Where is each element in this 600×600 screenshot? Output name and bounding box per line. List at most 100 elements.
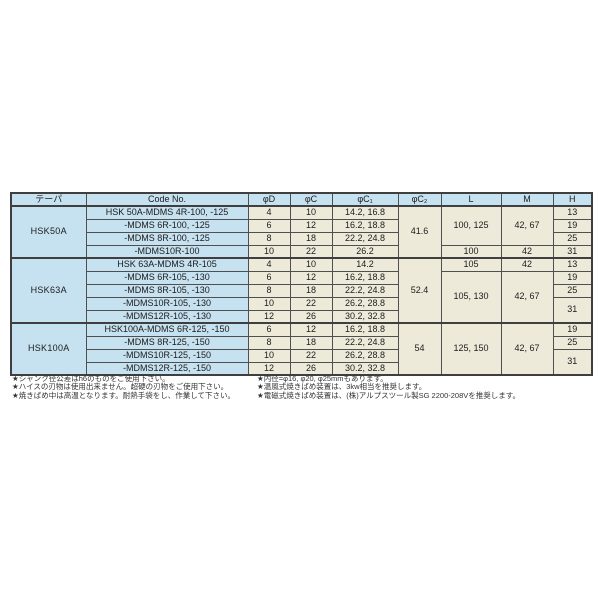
- phi-c-cell: 12: [289, 322, 333, 337]
- header-phi-c1: φC₁: [331, 192, 399, 207]
- phi-d-cell: 6: [247, 218, 291, 233]
- taper-label-hsk63a: HSK63A: [10, 257, 87, 324]
- phi-d-cell: 6: [247, 322, 291, 337]
- taper-label-hsk100a: HSK100A: [10, 322, 87, 376]
- phi-c-cell: 10: [289, 257, 333, 272]
- header-taper: テーパ: [10, 192, 87, 207]
- h-cell: 25: [552, 335, 593, 350]
- phi-c1-cell: 30.2, 32.8: [331, 361, 399, 376]
- code-cell: -MDMS 8R-125, -150: [85, 335, 249, 350]
- table-row: -MDMS 6R-105, -130 6 12 16.2, 18.8 105, …: [11, 270, 593, 324]
- phi-c-cell: 22: [289, 348, 333, 363]
- footnotes-left: ★シャンク径公差はh6のものをご使用下さい。 ★ハイスの刃物は使用出来ません。超…: [12, 374, 236, 400]
- phi-c1-cell: 14.2, 16.8: [331, 205, 399, 220]
- footnote-line: ★シャンク径公差はh6のものをご使用下さい。: [12, 374, 170, 383]
- phi-d-cell: 8: [247, 231, 291, 246]
- code-cell: -MDMS10R-105, -130: [85, 296, 249, 311]
- table-row: -MDMS 8R-100, -125 8 18 22.2, 24.8 25: [11, 231, 593, 246]
- table-row: -MDMS 8R-125, -150 8 18 22.2, 24.8 25: [11, 335, 593, 350]
- phi-d-cell: 6: [247, 270, 291, 285]
- phi-c1-cell: 16.2, 18.8: [331, 270, 399, 285]
- header-phi-d: φD: [247, 192, 291, 207]
- table-row: -MDMS10R-100 10 22 26.2 100 42 31: [11, 244, 593, 259]
- h-cell: 19: [552, 322, 593, 337]
- phi-c-cell: 26: [289, 309, 333, 324]
- table-row: -MDMS12R-105, -130 12 26 30.2, 32.8: [11, 309, 592, 324]
- footnote-line: ★電磁式焼きばめ装置は、(株)アルプスツール製SG 2200-208Vを推奨しま…: [257, 390, 521, 400]
- phi-c-cell: 12: [289, 270, 333, 285]
- h-cell: 25: [552, 283, 593, 298]
- phi-c-cell: 18: [289, 231, 333, 246]
- phi-c1-cell: 16.2, 18.8: [331, 218, 399, 233]
- phi-c-cell: 22: [289, 244, 333, 259]
- phi-c2-cell: 54: [397, 322, 442, 376]
- table-row: HSK100A HSK100A-MDMS 6R-125, -150 6 12 1…: [10, 322, 593, 376]
- phi-c1-cell: 22.2, 24.8: [331, 335, 399, 350]
- table-row: -MDMS12R-125, -150 12 26 30.2, 32.8: [11, 361, 592, 376]
- code-cell: -MDMS 6R-100, -125: [85, 218, 249, 233]
- code-cell: HSK 63A-MDMS 4R-105: [85, 257, 249, 272]
- code-cell: -MDMS12R-105, -130: [85, 309, 249, 324]
- code-cell: HSK 50A-MDMS 4R-100, -125: [85, 205, 249, 220]
- phi-d-cell: 12: [247, 309, 291, 324]
- h-cell: 31: [552, 348, 593, 376]
- phi-c1-cell: 16.2, 18.8: [331, 322, 399, 337]
- code-cell: -MDMS10R-100: [85, 244, 249, 259]
- phi-d-cell: 10: [247, 244, 291, 259]
- code-cell: -MDMS10R-125, -150: [85, 348, 249, 363]
- phi-c1-cell: 22.2, 24.8: [331, 283, 399, 298]
- header-m: M: [500, 192, 554, 207]
- phi-d-cell: 4: [247, 257, 291, 272]
- h-cell: 19: [552, 218, 593, 233]
- table-row: -MDMS10R-125, -150 10 22 26.2, 28.8 31: [11, 348, 593, 376]
- phi-d-cell: 8: [247, 335, 291, 350]
- h-cell: 31: [552, 296, 593, 324]
- m-cell: 42: [500, 244, 554, 259]
- phi-c1-cell: 26.2, 28.8: [331, 296, 399, 311]
- header-h: H: [552, 192, 593, 207]
- taper-label-hsk50a: HSK50A: [10, 205, 87, 259]
- header-code-no: Code No.: [85, 192, 249, 207]
- h-cell: 25: [552, 231, 593, 246]
- code-cell: -MDMS 8R-105, -130: [85, 283, 249, 298]
- l-cell: 105, 130: [440, 270, 502, 324]
- code-cell: HSK100A-MDMS 6R-125, -150: [85, 322, 249, 337]
- phi-c1-cell: 26.2: [331, 244, 399, 259]
- l-cell: 125, 150: [440, 322, 502, 376]
- header-phi-c2: φC₂: [397, 192, 442, 207]
- h-cell: 13: [552, 205, 593, 220]
- spec-table: テーパ Code No. φD φC φC₁ φC₂ L M H HSK50A …: [10, 192, 593, 376]
- phi-d-cell: 8: [247, 283, 291, 298]
- l-cell: 100, 125: [440, 205, 502, 246]
- table-row: HSK63A HSK 63A-MDMS 4R-105 4 10 14.2 52.…: [10, 257, 593, 324]
- phi-c1-cell: 26.2, 28.8: [331, 348, 399, 363]
- m-cell: 42, 67: [500, 205, 554, 246]
- phi-d-cell: 10: [247, 348, 291, 363]
- phi-c2-cell: 52.4: [397, 257, 442, 324]
- footnote-line: ★焼きばめ中は高温となります。耐熱手袋をし、作業して下さい。: [12, 390, 236, 400]
- h-cell: 13: [552, 257, 593, 272]
- header-row: テーパ Code No. φD φC φC₁ φC₂ L M H: [10, 192, 593, 207]
- h-cell: 19: [552, 270, 593, 285]
- phi-d-cell: 12: [247, 361, 291, 376]
- phi-c-cell: 22: [289, 296, 333, 311]
- code-cell: -MDMS 8R-100, -125: [85, 231, 249, 246]
- phi-c-cell: 12: [289, 218, 333, 233]
- phi-d-cell: 4: [247, 205, 291, 220]
- phi-d-cell: 10: [247, 296, 291, 311]
- footnote-line: ★内径=φ16, φ20, φ25mmもあります。: [257, 374, 388, 383]
- phi-c1-cell: 14.2: [331, 257, 399, 272]
- h-cell: 31: [552, 244, 593, 259]
- table-row: HSK50A HSK 50A-MDMS 4R-100, -125 4 10 14…: [10, 205, 593, 259]
- l-cell: 100: [440, 244, 502, 259]
- phi-c-cell: 10: [289, 205, 333, 220]
- footnotes-right: ★内径=φ16, φ20, φ25mmもあります。 ★温風式焼きばめ装置は、3k…: [257, 374, 521, 400]
- table-row: -MDMS 8R-105, -130 8 18 22.2, 24.8 25: [11, 283, 593, 298]
- m-cell: 42, 67: [500, 270, 554, 324]
- table-row: -MDMS10R-105, -130 10 22 26.2, 28.8 31: [11, 296, 593, 324]
- footnote-line: ★ハイスの刃物は使用出来ません。超硬の刃物をご使用下さい。: [12, 382, 229, 392]
- l-cell: 105: [440, 257, 502, 272]
- code-cell: -MDMS 6R-105, -130: [85, 270, 249, 285]
- phi-c1-cell: 30.2, 32.8: [331, 309, 399, 324]
